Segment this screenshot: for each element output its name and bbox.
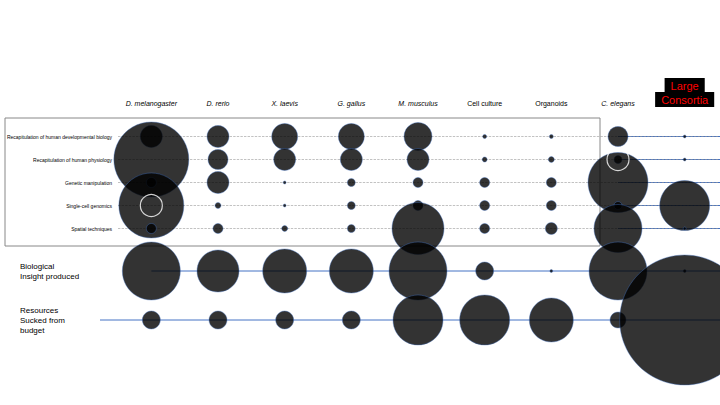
svg-text:D. melanogaster: D. melanogaster (126, 100, 178, 108)
svg-text:Recapitulation of human develo: Recapitulation of human developmental bi… (7, 134, 113, 140)
svg-text:Cell culture: Cell culture (467, 100, 502, 107)
svg-text:D. rerio: D. rerio (207, 100, 230, 107)
svg-text:Biological: Biological (20, 262, 54, 271)
svg-text:Genetic manipulation: Genetic manipulation (65, 180, 112, 186)
svg-text:Large: Large (671, 80, 699, 92)
svg-text:X. laevis: X. laevis (270, 100, 298, 107)
svg-text:M. musculus: M. musculus (398, 100, 438, 107)
svg-text:Consortia: Consortia (661, 94, 709, 106)
svg-text:G. gallus: G. gallus (338, 100, 366, 108)
svg-text:Sucked from: Sucked from (20, 316, 65, 325)
svg-text:C. elegans: C. elegans (601, 100, 635, 108)
svg-text:Single-cell genomics: Single-cell genomics (66, 203, 112, 209)
svg-text:Spatial techniques: Spatial techniques (71, 226, 112, 232)
svg-text:Organoids: Organoids (535, 100, 568, 108)
svg-text:Recapitulation of human physio: Recapitulation of human physiology (33, 157, 112, 163)
svg-text:budget: budget (20, 326, 45, 335)
svg-text:Resources: Resources (20, 306, 58, 315)
svg-text:Insight produced: Insight produced (20, 272, 79, 281)
